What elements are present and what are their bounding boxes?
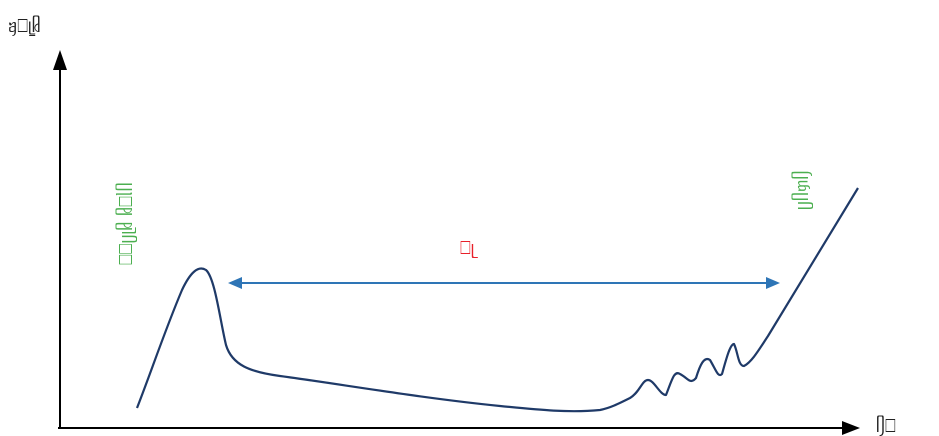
left-annotation: ⎕⎕ᥩᥨᥤ ᥤ⎕ᥣᥥ bbox=[116, 182, 137, 265]
right-annotation: ᥩᥥᥞᥦ bbox=[792, 171, 813, 210]
y-axis-label: ᥠ⎕ᥧᥤ bbox=[8, 16, 41, 37]
x-axis-label: ᥦ⎕ bbox=[876, 416, 896, 436]
middle-annotation: ⎕ᥨ bbox=[460, 238, 479, 259]
span-arrow bbox=[228, 277, 780, 289]
curve bbox=[135, 187, 859, 413]
y-axis-arrowhead bbox=[53, 50, 67, 70]
x-axis-arrowhead bbox=[842, 421, 860, 435]
